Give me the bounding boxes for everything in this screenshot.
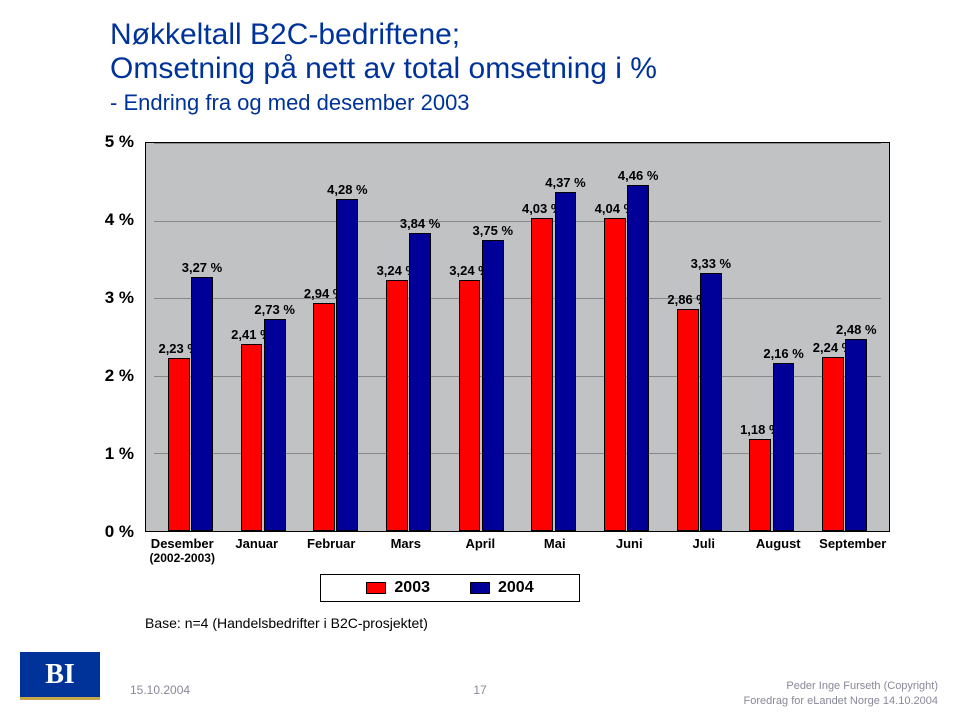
x-tick-label: September [819, 536, 886, 551]
x-tick-label: Februar [307, 536, 355, 551]
y-axis: 0 %1 %2 %3 %4 %5 % [90, 142, 140, 532]
x-tick-label: April [465, 536, 495, 551]
slide-title-block: Nøkkeltall B2C-bedriftene; Omsetning på … [110, 18, 870, 116]
legend-item: 2004 [470, 579, 534, 597]
y-tick-label: 5 % [105, 132, 134, 152]
bar [822, 357, 844, 531]
legend-swatch [470, 582, 490, 594]
bar [313, 303, 335, 531]
logo-text: BI [45, 659, 75, 691]
bar-value-label: 4,46 % [618, 168, 658, 183]
bar [627, 185, 649, 531]
bar [459, 280, 481, 531]
bar-value-label: 3,84 % [400, 216, 440, 231]
bar-value-label: 2,16 % [763, 346, 803, 361]
bar [845, 339, 867, 531]
y-tick-label: 2 % [105, 366, 134, 386]
bar [749, 439, 771, 531]
bar [191, 277, 213, 531]
y-tick-label: 3 % [105, 288, 134, 308]
bar [386, 280, 408, 531]
base-note: Base: n=4 (Handelsbedrifter i B2C-prosje… [145, 615, 428, 631]
x-tick-label: August [756, 536, 801, 551]
bar [264, 319, 286, 531]
title-line-1: Nøkkeltall B2C-bedriftene; [110, 18, 870, 52]
footer-right: Peder Inge Furseth (Copyright) Foredrag … [744, 679, 938, 708]
legend-label: 2003 [394, 579, 430, 597]
footer-date: 15.10.2004 [130, 683, 190, 697]
legend-item: 2003 [366, 579, 430, 597]
legend: 2003 2004 [320, 574, 580, 602]
bar-value-label: 3,33 % [691, 256, 731, 271]
bars-layer: 2,23 %3,27 %2,41 %2,73 %2,94 %4,28 %3,24… [154, 143, 881, 531]
legend-label: 2004 [498, 579, 534, 597]
chart: 0 %1 %2 %3 %4 %5 % 2,23 %3,27 %2,41 %2,7… [90, 142, 890, 562]
y-tick-label: 1 % [105, 444, 134, 464]
bar [482, 240, 504, 531]
footer: BI 15.10.2004 17 Peder Inge Furseth (Cop… [0, 670, 960, 720]
y-tick-label: 0 % [105, 522, 134, 542]
bar [700, 273, 722, 531]
x-tick-label: Juli [693, 536, 715, 551]
bar [168, 358, 190, 531]
logo: BI [20, 652, 100, 700]
bar [604, 218, 626, 532]
x-axis: Desember(2002-2003) Januar Februar Mars Apri… [145, 532, 890, 562]
bar-value-label: 3,75 % [473, 223, 513, 238]
x-tick-label: Juni [616, 536, 643, 551]
x-tick-label: Januar [235, 536, 278, 551]
footer-page: 17 [473, 683, 486, 697]
bar [336, 199, 358, 531]
footer-right-1: Peder Inge Furseth (Copyright) [744, 679, 938, 693]
bar-value-label: 3,27 % [182, 260, 222, 275]
bar [677, 309, 699, 531]
slide: Nøkkeltall B2C-bedriftene; Omsetning på … [0, 0, 960, 720]
plot-area: 2,23 %3,27 %2,41 %2,73 %2,94 %4,28 %3,24… [145, 142, 890, 532]
bar [773, 363, 795, 531]
bar-value-label: 2,73 % [254, 302, 294, 317]
x-tick-label: Desember(2002-2003) [150, 536, 215, 565]
bar [555, 192, 577, 531]
legend-swatch [366, 582, 386, 594]
x-tick-label: Mai [544, 536, 566, 551]
bar [409, 233, 431, 531]
bar-value-label: 4,28 % [327, 182, 367, 197]
footer-right-2: Foredrag for eLandet Norge 14.10.2004 [744, 694, 938, 708]
y-tick-label: 4 % [105, 210, 134, 230]
bar [531, 218, 553, 531]
bar-value-label: 4,37 % [545, 175, 585, 190]
subtitle: - Endring fra og med desember 2003 [110, 90, 870, 116]
x-tick-label: Mars [391, 536, 421, 551]
bar [241, 344, 263, 531]
title-line-2: Omsetning på nett av total omsetning i % [110, 52, 870, 86]
bar-value-label: 2,48 % [836, 322, 876, 337]
